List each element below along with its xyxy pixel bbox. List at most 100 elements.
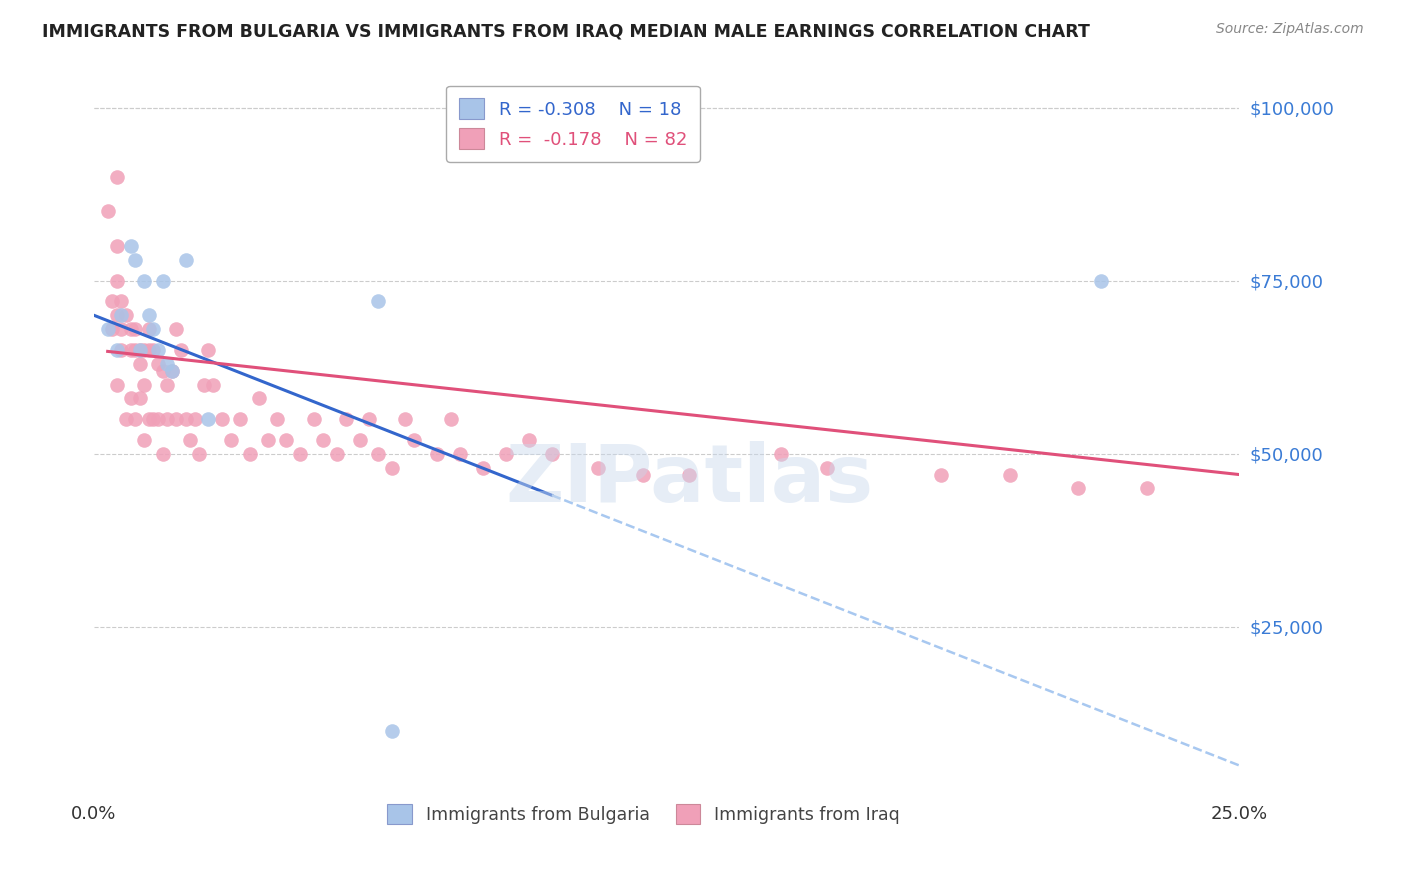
Point (367, 447, 389, 461)
Point (815, 460, 838, 475)
Point (586, 460, 609, 475)
Point (312, 433, 335, 447)
Point (381, 460, 404, 475)
Point (170, 343, 193, 357)
Point (1067, 481, 1090, 495)
Point (276, 433, 298, 447)
Point (134, 274, 156, 288)
Point (142, 343, 165, 357)
Point (174, 252, 197, 267)
Point (110, 294, 132, 309)
Point (105, 377, 128, 392)
Point (105, 343, 128, 357)
Point (404, 433, 426, 447)
Legend: Immigrants from Bulgaria, Immigrants from Iraq: Immigrants from Bulgaria, Immigrants fro… (377, 794, 910, 835)
Point (110, 322, 132, 336)
Point (128, 343, 150, 357)
Point (197, 412, 219, 426)
Point (357, 412, 380, 426)
Point (449, 447, 471, 461)
Point (325, 447, 347, 461)
Point (156, 377, 179, 392)
Point (124, 252, 146, 267)
Point (128, 343, 150, 357)
Point (134, 433, 156, 447)
Point (146, 357, 169, 371)
Point (115, 308, 138, 322)
Point (541, 447, 564, 461)
Point (211, 412, 233, 426)
Point (188, 447, 211, 461)
Point (1136, 481, 1159, 495)
Point (929, 467, 952, 482)
Point (142, 322, 165, 336)
Point (335, 412, 357, 426)
Point (174, 412, 197, 426)
Point (101, 322, 124, 336)
Point (239, 447, 262, 461)
Point (120, 392, 142, 406)
Point (120, 343, 142, 357)
Point (367, 294, 389, 309)
Point (394, 412, 416, 426)
Point (97, 204, 120, 219)
Point (221, 433, 243, 447)
Point (160, 364, 183, 378)
Point (146, 343, 169, 357)
Point (105, 308, 128, 322)
Point (110, 308, 132, 322)
Point (288, 447, 311, 461)
Point (160, 364, 183, 378)
Point (110, 343, 132, 357)
Point (152, 447, 174, 461)
Point (247, 392, 270, 406)
Point (124, 322, 146, 336)
Point (517, 433, 540, 447)
Point (440, 412, 463, 426)
Point (124, 343, 146, 357)
Point (101, 294, 124, 309)
Point (495, 447, 517, 461)
Point (142, 412, 165, 426)
Point (165, 412, 187, 426)
Point (152, 274, 174, 288)
Point (128, 357, 150, 371)
Point (201, 377, 224, 392)
Point (120, 322, 142, 336)
Point (257, 433, 280, 447)
Point (381, 723, 404, 738)
Point (193, 377, 215, 392)
Point (678, 467, 700, 482)
Point (134, 343, 156, 357)
Point (97, 322, 120, 336)
Point (138, 322, 160, 336)
Point (152, 364, 174, 378)
Point (138, 308, 160, 322)
Point (998, 467, 1021, 482)
Point (349, 433, 371, 447)
Point (105, 239, 128, 253)
Point (138, 412, 160, 426)
Text: Source: ZipAtlas.com: Source: ZipAtlas.com (1216, 22, 1364, 37)
Point (769, 447, 792, 461)
Point (165, 322, 187, 336)
Point (183, 412, 205, 426)
Point (146, 412, 169, 426)
Point (1090, 274, 1112, 288)
Point (156, 412, 179, 426)
Point (229, 412, 252, 426)
Point (633, 467, 655, 482)
Point (124, 412, 146, 426)
Point (197, 343, 219, 357)
Point (179, 433, 201, 447)
Point (426, 447, 449, 461)
Point (128, 392, 150, 406)
Point (105, 169, 128, 184)
Point (266, 412, 288, 426)
Point (138, 343, 160, 357)
Text: IMMIGRANTS FROM BULGARIA VS IMMIGRANTS FROM IRAQ MEDIAN MALE EARNINGS CORRELATIO: IMMIGRANTS FROM BULGARIA VS IMMIGRANTS F… (42, 22, 1090, 40)
Point (105, 274, 128, 288)
Point (302, 412, 325, 426)
Point (156, 357, 179, 371)
Point (472, 460, 495, 475)
